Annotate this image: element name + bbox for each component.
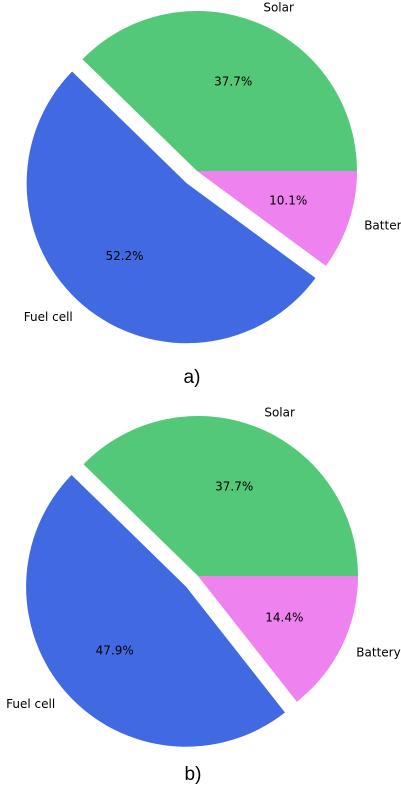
category-label: Solar [263,0,294,14]
value-label: 47.9% [96,643,134,657]
pie-slice [197,171,357,266]
pie-slice [198,576,358,702]
value-label: 10.1% [269,193,307,207]
value-label: 37.7% [215,480,253,494]
value-label: 14.4% [265,610,303,624]
pie-slice [82,11,357,171]
value-label: 37.7% [214,75,252,89]
pie-slice [83,416,358,576]
category-label: Fuel cell [6,697,55,711]
category-label: Fuel cell [24,310,73,324]
caption: a) [184,367,201,388]
category-label: Solar [264,405,295,419]
value-label: 52.2% [105,249,143,263]
category-label: Battery [364,218,401,232]
caption: b) [185,764,202,785]
pie-slice [26,71,316,344]
category-label: Battery [356,645,400,659]
pie-slice [26,474,285,747]
